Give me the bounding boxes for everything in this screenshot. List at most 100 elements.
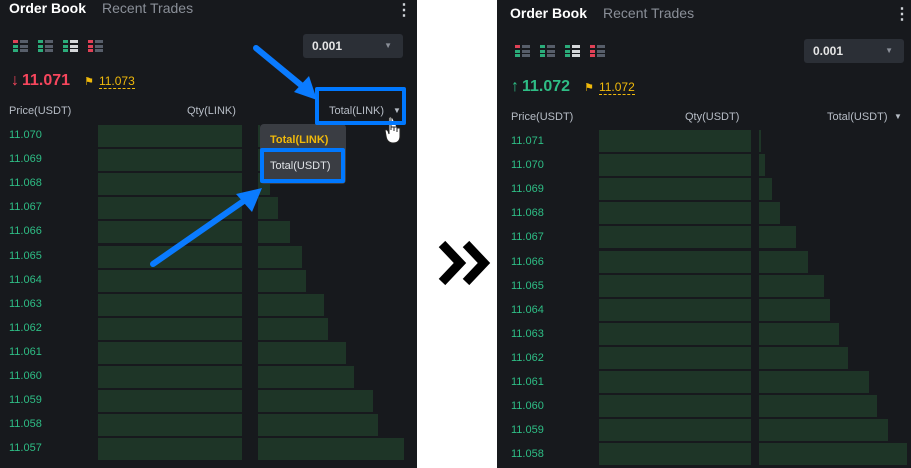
menu-item-total-link[interactable]: Total(LINK) [270, 134, 329, 146]
qty-depth-bar [98, 293, 242, 316]
total-depth-bar [759, 274, 824, 297]
bids-only-view-icon[interactable] [565, 45, 580, 58]
chevron-down-icon: ▼ [384, 41, 392, 50]
asks-view-icon[interactable] [590, 45, 605, 58]
menu-item-total-usdt[interactable]: Total(USDT) [270, 160, 331, 172]
row-price: 11.061 [9, 345, 42, 358]
row-price: 11.058 [511, 448, 544, 461]
total-depth-bar [258, 438, 404, 461]
last-price-line: ↑ 11.072 ⚑ 11.072 [511, 78, 635, 96]
last-price: 11.072 [522, 78, 571, 95]
last-price-line: ↓ 11.071 ⚑ 11.073 [11, 72, 135, 90]
row-price: 11.068 [9, 177, 42, 190]
bids-only-view-icon[interactable] [63, 40, 78, 53]
total-depth-bar [258, 245, 302, 268]
up-arrow-icon: ↑ [511, 78, 519, 95]
tab-recent-trades[interactable]: Recent Trades [603, 5, 695, 21]
highlight-total-header [315, 87, 406, 125]
tab-bar: Order Book Recent Trades [510, 5, 694, 25]
qty-depth-bar [98, 438, 242, 461]
qty-depth-bar [599, 154, 751, 177]
header-price: Price(USDT) [511, 111, 574, 123]
row-price: 11.066 [511, 255, 544, 268]
row-price: 11.070 [511, 159, 544, 172]
qty-depth-bar [98, 317, 242, 340]
qty-depth-bar [98, 414, 242, 437]
qty-depth-bar [599, 346, 751, 369]
tab-recent-trades[interactable]: Recent Trades [102, 0, 194, 16]
asks-view-icon[interactable] [88, 40, 103, 53]
total-depth-bar [759, 443, 907, 466]
transition-chevrons-icon [436, 238, 496, 288]
flag-icon: ⚑ [84, 75, 94, 88]
down-arrow-icon: ↓ [11, 72, 19, 89]
total-depth-bar [759, 250, 808, 273]
qty-depth-bar [599, 202, 751, 225]
row-price: 11.065 [9, 249, 42, 262]
annotation-arrow-bottom [148, 184, 266, 270]
more-options-icon[interactable]: ⋮ [894, 6, 910, 23]
qty-depth-bar [98, 269, 242, 292]
total-depth-bar [258, 269, 306, 292]
header-total[interactable]: Total(USDT) [827, 111, 888, 123]
row-price: 11.069 [511, 183, 544, 196]
header-price: Price(USDT) [9, 105, 72, 117]
header-total[interactable]: Total(LINK) [329, 105, 385, 117]
both-sides-view-icon[interactable] [13, 40, 28, 53]
row-price: 11.062 [9, 321, 42, 334]
total-depth-bar [258, 390, 373, 413]
total-depth-bar [258, 293, 324, 316]
total-depth-bar [258, 414, 378, 437]
precision-value: 0.001 [312, 39, 343, 53]
qty-depth-bar [98, 149, 242, 172]
last-price: 11.071 [22, 72, 71, 89]
qty-depth-bar [599, 419, 751, 442]
qty-depth-bar [98, 125, 242, 147]
row-price: 11.063 [511, 327, 544, 340]
row-price: 11.057 [9, 442, 42, 455]
row-price: 11.067 [511, 231, 544, 244]
mark-price[interactable]: 11.073 [98, 73, 135, 89]
total-depth-bar [258, 197, 278, 220]
both-sides-view-icon[interactable] [515, 45, 530, 58]
highlight-total-usdt-option [260, 148, 345, 183]
total-depth-bar [258, 317, 328, 340]
qty-depth-bar [599, 130, 751, 152]
total-depth-bar [759, 322, 839, 345]
qty-depth-bar [98, 173, 242, 196]
row-price: 11.068 [511, 207, 544, 220]
total-depth-bar [759, 202, 780, 225]
precision-select[interactable]: 0.001 ▼ [303, 34, 403, 58]
qty-depth-bar [599, 395, 751, 418]
more-options-icon[interactable]: ⋮ [396, 2, 412, 19]
total-depth-bar [759, 346, 848, 369]
row-price: 11.061 [511, 376, 544, 388]
mark-price[interactable]: 11.072 [598, 79, 635, 95]
precision-select[interactable]: 0.001 ▼ [804, 39, 904, 63]
row-price: 11.064 [511, 303, 544, 316]
tab-order-book[interactable]: Order Book [9, 0, 87, 16]
total-caret-icon[interactable]: ▼ [393, 106, 401, 115]
tab-order-book[interactable]: Order Book [510, 5, 588, 21]
qty-depth-bar [599, 371, 751, 393]
row-price: 11.065 [511, 279, 544, 292]
chevron-down-icon: ▼ [885, 46, 893, 55]
bids-view-icon[interactable] [38, 40, 53, 53]
qty-depth-bar [599, 274, 751, 297]
row-price: 11.064 [9, 273, 42, 286]
total-caret-icon[interactable]: ▼ [894, 112, 902, 121]
total-depth-bar [759, 154, 765, 177]
total-depth-bar [759, 130, 761, 152]
order-book-panel-before: Order Book Recent Trades ⋮ 0.001 ▼ ↓ 11.… [0, 0, 417, 468]
qty-depth-bar [599, 322, 751, 345]
qty-depth-bar [599, 443, 751, 466]
row-price: 11.063 [9, 297, 42, 310]
view-mode-toggle [515, 45, 605, 58]
total-depth-bar [258, 341, 346, 364]
bids-view-icon[interactable] [540, 45, 555, 58]
row-price: 11.069 [9, 153, 42, 166]
total-depth-bar [759, 178, 772, 201]
row-price: 11.070 [9, 129, 42, 141]
qty-depth-bar [599, 250, 751, 273]
total-unit-menu: Total(LINK) Total(USDT) [260, 124, 346, 184]
